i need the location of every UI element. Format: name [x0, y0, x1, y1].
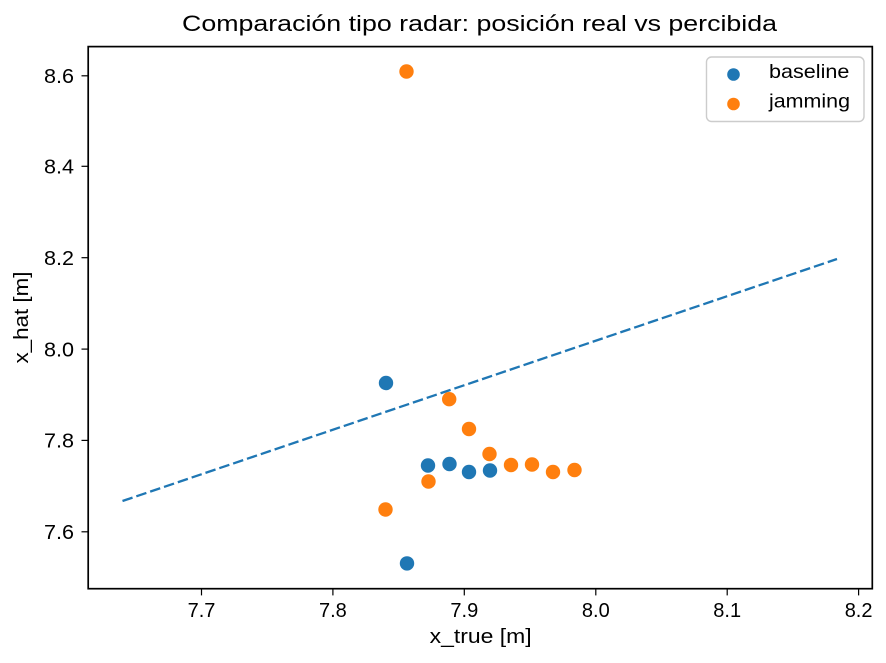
svg-text:7.8: 7.8 [319, 600, 347, 622]
svg-text:8.2: 8.2 [845, 600, 873, 622]
svg-text:8.4: 8.4 [44, 157, 74, 179]
svg-text:8.6: 8.6 [44, 66, 74, 88]
svg-text:x_hat [m]: x_hat [m] [11, 272, 33, 364]
svg-text:7.7: 7.7 [188, 600, 216, 622]
svg-text:jamming: jamming [768, 91, 850, 113]
svg-text:8.0: 8.0 [582, 600, 610, 622]
svg-text:8.1: 8.1 [713, 600, 741, 622]
svg-text:x_true [m]: x_true [m] [430, 626, 532, 648]
svg-text:7.8: 7.8 [44, 431, 74, 453]
svg-text:8.2: 8.2 [44, 248, 74, 270]
svg-text:7.6: 7.6 [44, 522, 74, 544]
svg-text:Comparación tipo radar: posici: Comparación tipo radar: posición real vs… [182, 11, 778, 36]
svg-text:baseline: baseline [769, 61, 849, 83]
svg-text:8.0: 8.0 [44, 339, 74, 361]
svg-text:7.9: 7.9 [450, 600, 478, 622]
